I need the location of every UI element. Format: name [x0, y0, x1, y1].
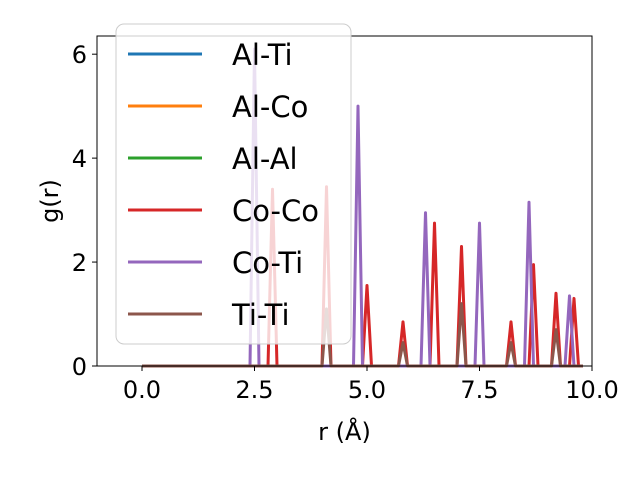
- x-axis-label: r (Å): [318, 417, 371, 446]
- legend-label: Ti-Ti: [231, 298, 290, 332]
- ticks-layer: 0.0 2.5 5.0 7.5 10.0 0 2 4 6: [72, 41, 619, 404]
- x-tick-label: 5.0: [348, 376, 386, 404]
- y-tick-label: 2: [72, 249, 87, 277]
- legend-label: Co-Co: [232, 194, 319, 228]
- y-tick-label: 6: [72, 41, 87, 69]
- legend: Al-Ti Al-Co Al-Al Co-Co Co-Ti Ti-Ti: [115, 23, 352, 345]
- legend-label: Co-Ti: [232, 246, 303, 280]
- x-tick-label: 2.5: [235, 376, 273, 404]
- y-axis-label: g(r): [36, 179, 64, 223]
- legend-label: Al-Co: [232, 90, 308, 124]
- legend-label: Al-Ti: [232, 38, 293, 72]
- series-line-ti-ti: [142, 302, 583, 368]
- x-tick-label: 0.0: [123, 376, 161, 404]
- x-tick-label: 10.0: [565, 376, 618, 404]
- y-tick-label: 0: [72, 353, 87, 381]
- legend-box: [115, 23, 352, 345]
- legend-label: Al-Al: [232, 142, 298, 176]
- y-tick-label: 4: [72, 145, 87, 173]
- x-tick-label: 7.5: [460, 376, 498, 404]
